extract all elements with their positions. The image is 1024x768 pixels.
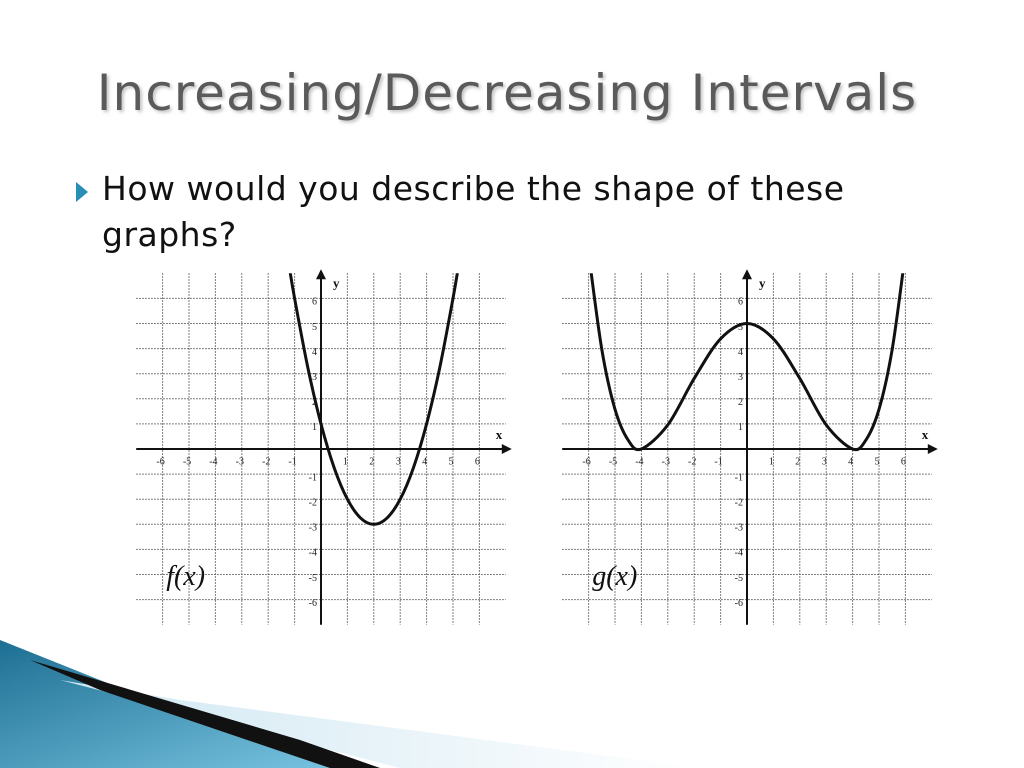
y-tick-label: -2 bbox=[309, 497, 317, 508]
swoosh-light bbox=[60, 680, 700, 768]
y-tick-label: -5 bbox=[309, 573, 317, 584]
x-tick-label: -6 bbox=[582, 456, 590, 467]
y-tick-label: 1 bbox=[312, 422, 317, 433]
x-tick-label: 4 bbox=[848, 456, 853, 467]
x-tick-label: -3 bbox=[662, 456, 670, 467]
x-tick-label: 2 bbox=[369, 456, 374, 467]
x-tick-label: -2 bbox=[262, 456, 270, 467]
y-tick-label: 3 bbox=[738, 372, 743, 383]
y-arrow bbox=[316, 269, 326, 280]
curve bbox=[288, 273, 459, 526]
y-tick-label: 6 bbox=[312, 297, 317, 308]
y-tick-label: -6 bbox=[735, 598, 743, 609]
swoosh bbox=[0, 640, 380, 768]
y-tick-label: -4 bbox=[309, 548, 317, 559]
x-axis-label: x bbox=[496, 427, 503, 442]
y-tick-label: -1 bbox=[309, 472, 317, 483]
y-tick-label: -3 bbox=[309, 523, 317, 534]
y-axis-label: y bbox=[333, 275, 340, 290]
x-tick-label: 5 bbox=[449, 456, 454, 467]
y-tick-label: 4 bbox=[312, 347, 317, 358]
x-tick-label: 4 bbox=[422, 456, 427, 467]
x-tick-label: 3 bbox=[822, 456, 827, 467]
y-tick-label: -3 bbox=[735, 523, 743, 534]
x-tick-label: -4 bbox=[635, 456, 643, 467]
y-tick-label: -5 bbox=[735, 573, 743, 584]
bullet-text: How would you describe the shape of thes… bbox=[102, 169, 845, 254]
x-tick-label: 6 bbox=[475, 456, 480, 467]
function-label: g(x) bbox=[592, 561, 637, 592]
x-tick-label: -3 bbox=[236, 456, 244, 467]
x-arrow bbox=[927, 444, 938, 454]
x-tick-label: 6 bbox=[901, 456, 906, 467]
x-axis-label: x bbox=[922, 427, 929, 442]
bullet-arrow bbox=[76, 182, 88, 202]
y-tick-label: -6 bbox=[309, 598, 317, 609]
y-axis-label: y bbox=[759, 275, 766, 290]
x-tick-label: 2 bbox=[795, 456, 800, 467]
x-arrow bbox=[501, 444, 512, 454]
charts: -6 -5 -4 -3 -2 -1 1 2 3 4 5 6 6 5 4 3 2 1 -1 -2 -3 -4 -5 -6 x y f(… bbox=[136, 269, 938, 625]
swoosh-dark bbox=[30, 660, 380, 768]
y-tick-label: 1 bbox=[738, 422, 743, 433]
y-tick-label: -2 bbox=[735, 497, 743, 508]
y-arrow bbox=[742, 269, 752, 280]
bullet-box: How would you describe the shape of thes… bbox=[102, 169, 845, 254]
y-tick-label: -1 bbox=[735, 472, 743, 483]
x-tick-label: -1 bbox=[288, 456, 296, 467]
y-tick-label: -4 bbox=[735, 548, 743, 559]
function-label: f(x) bbox=[166, 561, 205, 592]
x-tick-label: -4 bbox=[209, 456, 217, 467]
x-tick-label: -5 bbox=[609, 456, 617, 467]
x-tick-label: 1 bbox=[343, 456, 348, 467]
x-tick-label: -2 bbox=[688, 456, 696, 467]
y-tick-label: 2 bbox=[738, 397, 743, 408]
graph: -6 -5 -4 -3 -2 -1 1 2 3 4 5 6 6 5 4 3 2 1 -1 -2 -3 -4 -5 -6 x y g(… bbox=[562, 269, 938, 625]
slide-title: Increasing/Decreasing Intervals bbox=[97, 64, 917, 122]
y-tick-label: 5 bbox=[312, 322, 317, 333]
x-tick-label: -5 bbox=[183, 456, 191, 467]
y-tick-label: 3 bbox=[312, 372, 317, 383]
x-tick-label: -1 bbox=[714, 456, 722, 467]
y-tick-label: 6 bbox=[738, 297, 743, 308]
y-tick-label: 5 bbox=[738, 322, 743, 333]
x-tick-label: 1 bbox=[769, 456, 774, 467]
graph: -6 -5 -4 -3 -2 -1 1 2 3 4 5 6654321-1-2-3-4-5-6xyf(… bbox=[136, 269, 512, 625]
x-tick-label: -6 bbox=[156, 456, 164, 467]
y-tick-label: 4 bbox=[738, 347, 743, 358]
x-tick-label: 3 bbox=[396, 456, 401, 467]
x-tick-label: 5 bbox=[875, 456, 880, 467]
curve bbox=[589, 273, 905, 452]
